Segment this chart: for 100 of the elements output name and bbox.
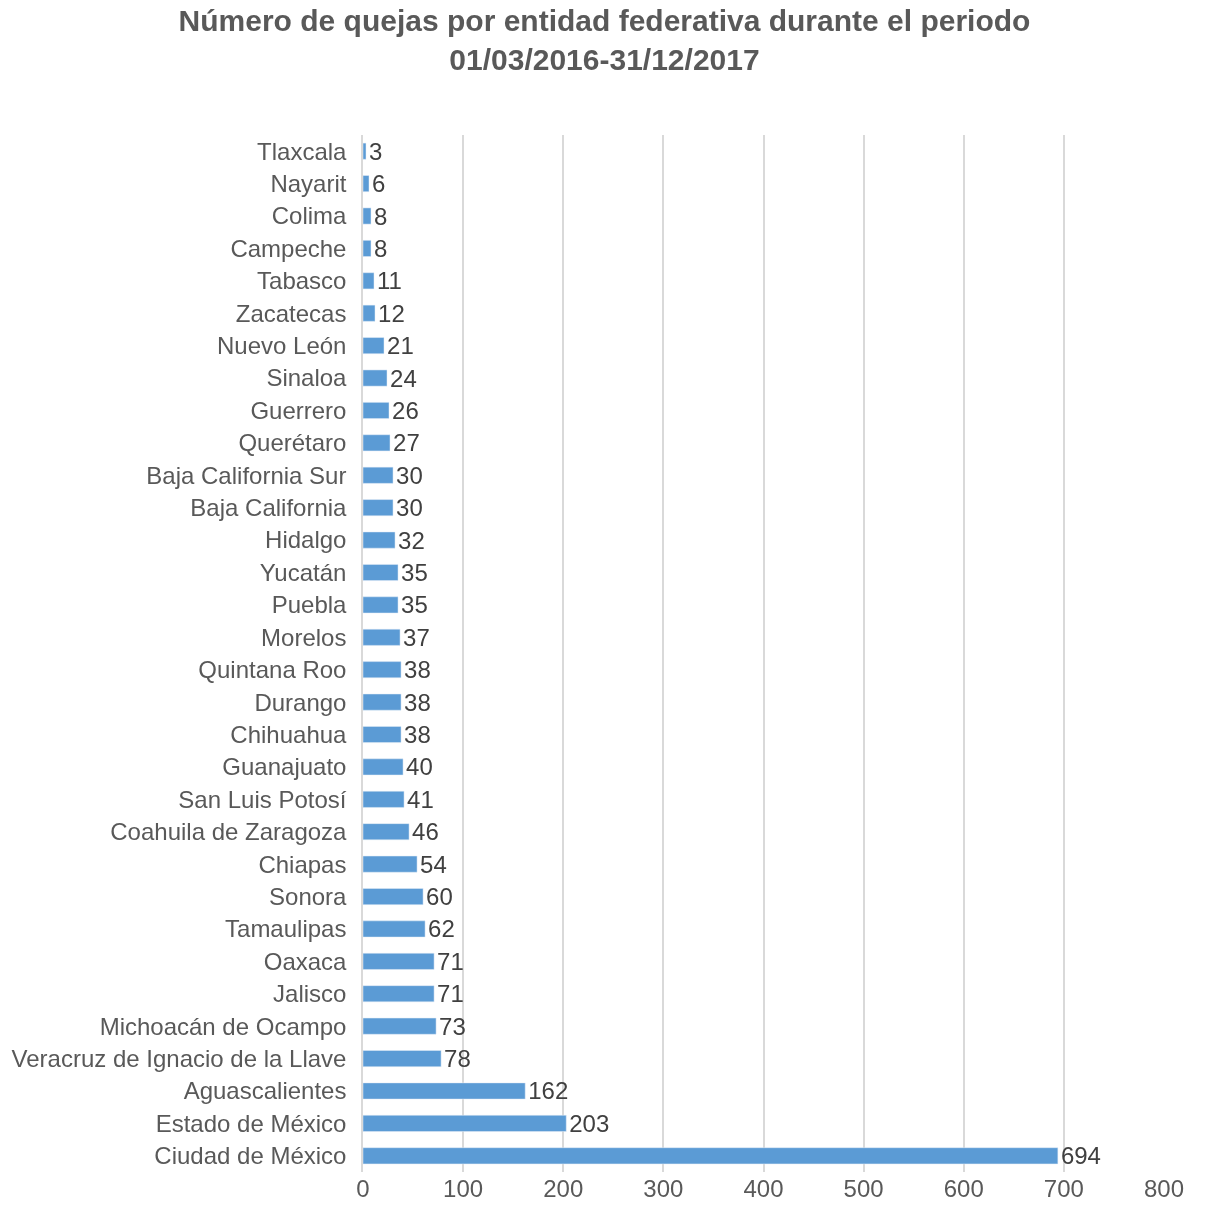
bar bbox=[363, 1082, 526, 1100]
bar bbox=[363, 888, 424, 905]
bar bbox=[363, 434, 391, 452]
data-label: 3 bbox=[369, 137, 383, 165]
data-label: 78 bbox=[444, 1045, 471, 1073]
bar bbox=[363, 369, 388, 387]
x-tick-label: 700 bbox=[1043, 1175, 1084, 1202]
data-label: 40 bbox=[406, 753, 433, 781]
bar bbox=[363, 1147, 1059, 1165]
data-label: 27 bbox=[393, 429, 420, 457]
bar bbox=[363, 207, 372, 225]
data-label: 694 bbox=[1060, 1142, 1101, 1170]
data-label: 30 bbox=[396, 494, 423, 522]
data-label: 38 bbox=[404, 721, 431, 749]
y-tick-label: Tamaulipas bbox=[225, 915, 347, 943]
bar bbox=[363, 304, 376, 322]
bar bbox=[363, 1050, 442, 1067]
data-label: 71 bbox=[437, 980, 464, 1008]
data-label: 6 bbox=[372, 170, 386, 198]
chart-title: Número de quejas por entidad federativa durante el periodo 01/03/2016-31/12/2017 bbox=[178, 3, 1031, 76]
y-tick-label: San Luis Potosí bbox=[178, 785, 347, 813]
y-tick-label: Chiapas bbox=[258, 850, 347, 878]
y-tick-label: Yucatán bbox=[259, 558, 347, 586]
data-label: 38 bbox=[404, 656, 431, 684]
data-label: 21 bbox=[387, 332, 414, 360]
y-tick-label: Guanajuato bbox=[222, 753, 347, 781]
x-tick-label: 800 bbox=[1143, 1175, 1185, 1202]
data-label: 11 bbox=[377, 267, 402, 295]
data-label: 24 bbox=[390, 364, 417, 392]
y-tick-label: Michoacán de Ocampo bbox=[99, 1012, 347, 1040]
bar bbox=[363, 953, 435, 970]
y-tick-label: Querétaro bbox=[238, 429, 347, 457]
data-label: 37 bbox=[403, 623, 430, 651]
y-tick-label: Tabasco bbox=[257, 267, 347, 295]
data-label: 8 bbox=[374, 234, 388, 262]
data-label: 35 bbox=[401, 558, 428, 586]
y-tick-label: Oaxaca bbox=[263, 947, 348, 975]
data-label: 162 bbox=[528, 1077, 569, 1105]
x-tick-label: 600 bbox=[943, 1175, 984, 1202]
bar bbox=[363, 693, 402, 711]
data-label: 38 bbox=[404, 688, 431, 716]
y-tick-label: Puebla bbox=[271, 591, 348, 619]
y-tick-label: Zacatecas bbox=[235, 299, 347, 327]
data-label: 8 bbox=[374, 202, 388, 230]
bar bbox=[363, 499, 394, 517]
y-tick-label: Sinaloa bbox=[266, 364, 348, 392]
bar bbox=[363, 1115, 567, 1132]
y-tick-label: Quintana Roo bbox=[198, 656, 347, 684]
data-label: 35 bbox=[401, 591, 428, 619]
y-tick-label: Coahuila de Zaragoza bbox=[110, 818, 348, 846]
bar bbox=[363, 758, 404, 776]
y-tick-label: Colima bbox=[271, 202, 348, 230]
bar bbox=[363, 564, 399, 581]
bar bbox=[363, 596, 399, 614]
y-tick-label: Baja California Sur bbox=[146, 461, 347, 489]
bar bbox=[363, 466, 394, 484]
y-tick-label: Guerrero bbox=[250, 396, 347, 424]
bar bbox=[363, 661, 402, 679]
bar bbox=[363, 726, 402, 743]
data-label: 71 bbox=[437, 947, 464, 975]
data-label: 26 bbox=[392, 396, 419, 424]
data-label: 12 bbox=[378, 299, 405, 327]
y-tick-label: Hidalgo bbox=[265, 526, 347, 554]
data-label: 30 bbox=[396, 461, 423, 489]
bar bbox=[363, 272, 375, 290]
bar bbox=[363, 240, 372, 257]
bar bbox=[363, 337, 385, 354]
y-tick-label: Jalisco bbox=[273, 980, 347, 1008]
x-tick-label: 0 bbox=[356, 1175, 370, 1202]
x-tick-label: 100 bbox=[443, 1175, 484, 1202]
bar bbox=[363, 985, 435, 1003]
bar bbox=[363, 175, 370, 192]
data-label: 46 bbox=[412, 818, 439, 846]
bar bbox=[363, 790, 405, 808]
bar bbox=[363, 402, 390, 419]
y-tick-label: Ciudad de México bbox=[154, 1142, 347, 1170]
data-label: 32 bbox=[398, 526, 425, 554]
x-tick-label: 200 bbox=[543, 1175, 584, 1202]
data-label: 41 bbox=[407, 785, 434, 813]
bar bbox=[363, 855, 418, 873]
y-tick-label: Nayarit bbox=[270, 170, 347, 198]
y-tick-label: Baja California bbox=[190, 494, 348, 522]
data-label: 203 bbox=[569, 1109, 610, 1137]
y-tick-label: Durango bbox=[254, 688, 347, 716]
y-tick-label: Veracruz de Ignacio de la Llave bbox=[11, 1044, 347, 1072]
y-tick-label: Chihuahua bbox=[230, 720, 348, 748]
bar bbox=[363, 920, 426, 938]
x-tick-label: 300 bbox=[643, 1175, 684, 1202]
bar bbox=[363, 1017, 437, 1035]
y-tick-label: Nuevo León bbox=[217, 332, 347, 360]
bar bbox=[363, 628, 401, 646]
y-tick-label: Aguascalientes bbox=[183, 1077, 347, 1105]
y-tick-label: Sonora bbox=[269, 882, 348, 910]
y-tick-label: Morelos bbox=[261, 623, 347, 651]
bar bbox=[363, 142, 367, 160]
data-label: 60 bbox=[426, 883, 453, 911]
y-tick-label: Estado de México bbox=[155, 1109, 347, 1137]
bar bbox=[363, 531, 396, 549]
data-label: 62 bbox=[428, 915, 455, 943]
y-tick-label: Campeche bbox=[230, 234, 347, 262]
